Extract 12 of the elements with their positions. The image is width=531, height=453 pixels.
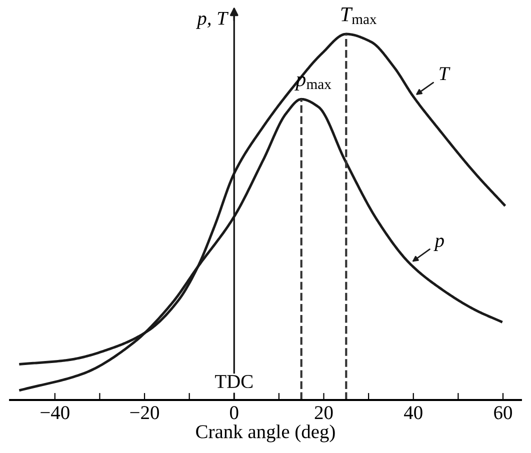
series-label: T: [440, 67, 450, 80]
ref-line-label: TDC: [215, 374, 253, 388]
x-tick-label: −20: [130, 406, 159, 420]
x-tick-label: 0: [230, 406, 238, 420]
x-tick-label: 40: [404, 406, 422, 420]
y-axis-title: p, T: [196, 12, 229, 29]
x-tick-label: 60: [494, 406, 512, 420]
legend-label: p: [434, 238, 444, 251]
x-axis-title: Crank angle (deg): [196, 424, 335, 442]
annotation: T$_{max}$: [341, 8, 377, 24]
x-tick-label: 20: [314, 406, 333, 420]
x-tick-label: −40: [40, 406, 70, 420]
